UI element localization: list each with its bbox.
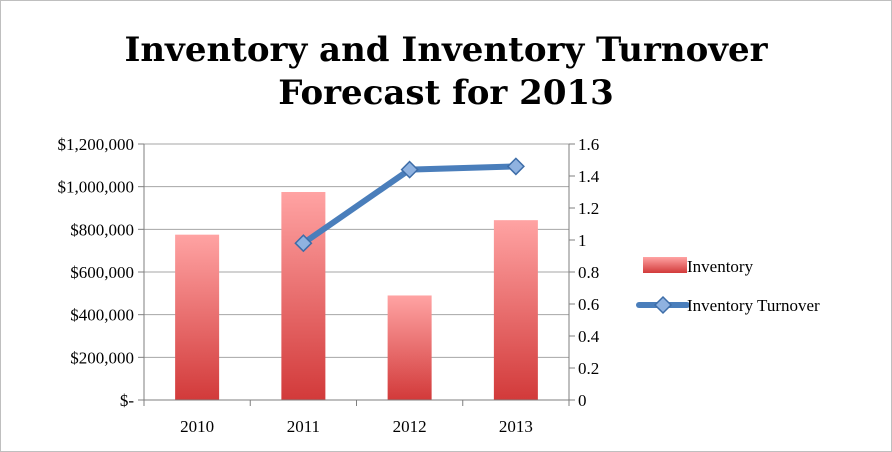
chart-title: Inventory and Inventory Turnover Forecas… (124, 30, 768, 113)
right-axis-tick-label: 0.6 (578, 295, 599, 314)
x-axis-tick-label: 2012 (393, 417, 427, 436)
x-axis-tick-label: 2010 (180, 417, 214, 436)
point-turnover-2011 (294, 234, 313, 253)
right-axis-tick-label: 0 (578, 391, 587, 410)
left-axis-tick-label: $1,000,000 (58, 178, 135, 197)
left-axis-tick-label: $400,000 (70, 306, 134, 325)
left-axis-tick-label: $800,000 (70, 220, 134, 239)
bar-inventory-2011 (281, 192, 326, 400)
right-axis-tick-label: 0.4 (578, 327, 600, 346)
legend-swatch-turnover-marker (653, 295, 673, 315)
axes: $- $200,000 $400,000 $600,000 $800,000 $1,000… (58, 135, 600, 436)
turnover-line (294, 157, 525, 253)
legend-label-turnover: Inventory Turnover (687, 296, 820, 315)
right-axis-tick-label: 0.2 (578, 359, 599, 378)
legend-label-inventory: Inventory (687, 257, 754, 276)
point-turnover-2013 (506, 157, 525, 176)
bar-inventory-2010 (175, 234, 220, 400)
right-axis-tick-label: 1 (578, 231, 587, 250)
right-axis-tick-label: 0.8 (578, 263, 599, 282)
chart-title-line-2: Forecast for 2013 (278, 73, 614, 113)
right-axis-tick-label: 1.2 (578, 199, 599, 218)
right-axis-tick-label: 1.6 (578, 135, 599, 154)
inventory-bars (175, 192, 538, 400)
left-axis-tick-label: $600,000 (70, 263, 134, 282)
left-axis-tick-label: $1,200,000 (58, 135, 135, 154)
x-axis-tick-label: 2013 (499, 417, 533, 436)
x-axis-tick-label: 2011 (287, 417, 320, 436)
chart-title-line-1: Inventory and Inventory Turnover (124, 30, 768, 70)
legend-swatch-inventory (643, 257, 687, 273)
bar-inventory-2012 (387, 295, 432, 400)
left-axis-tick-label: $200,000 (70, 348, 134, 367)
legend: Inventory Inventory Turnover (636, 257, 820, 315)
bar-inventory-2013 (493, 220, 538, 400)
left-axis-tick-label: $- (120, 391, 135, 410)
point-turnover-2012 (400, 160, 419, 179)
right-axis-tick-label: 1.4 (578, 167, 600, 186)
